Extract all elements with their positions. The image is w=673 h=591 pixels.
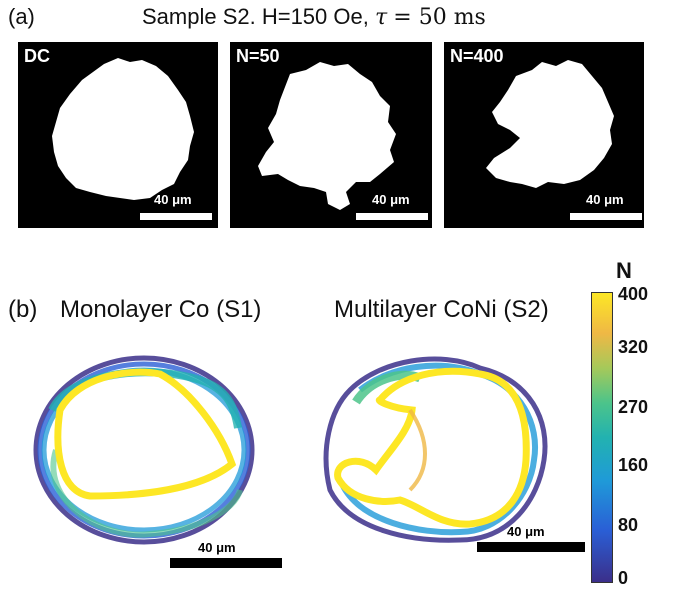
colorbar-tick-400: 400 — [618, 284, 649, 304]
ml-contour-outer — [323, 356, 548, 543]
contour-yellow — [54, 368, 237, 500]
monolayer-contour-plot — [33, 355, 255, 545]
ml-contour-blue — [339, 362, 538, 536]
title-suffix: = 50 ms — [393, 5, 486, 30]
title-prefix: Sample S2. H=150 Oe, — [142, 4, 369, 29]
colorbar-tick-320: 320 — [618, 337, 649, 357]
domain-shape-n50 — [258, 62, 396, 210]
title-tau: τ — [374, 5, 388, 30]
panel-tag-n400: N=400 — [450, 46, 504, 66]
multilayer-scale-label: 40 μm — [507, 524, 545, 539]
monolayer-title: Monolayer Co (S1) — [60, 296, 262, 323]
scale-label-n400: 40 μm — [586, 192, 624, 207]
monolayer-scale-bar — [170, 558, 282, 568]
multilayer-title: Multilayer CoNi (S2) — [334, 296, 549, 323]
colorbar-title: N — [616, 258, 632, 283]
domain-image-n50: N=50 40 μm — [230, 42, 432, 228]
panel-b-label: (b) — [8, 296, 38, 323]
colorbar-tick-0: 0 — [618, 568, 629, 588]
colorbar-tick-80: 80 — [618, 515, 639, 535]
scale-bar-n50 — [356, 213, 428, 220]
contour-outer — [33, 355, 255, 545]
multilayer-contour-plot — [323, 356, 548, 543]
monolayer-scale-label: 40 μm — [198, 540, 236, 555]
domain-image-dc: DC 40 μm — [18, 42, 218, 228]
scale-label-n50: 40 μm — [372, 192, 410, 207]
scale-bar-dc — [140, 213, 212, 220]
panel-a-title: Sample S2. H=150 Oe, τ = 50 ms — [142, 4, 486, 30]
domain-shape-dc — [52, 58, 194, 200]
scale-bar-n400 — [570, 213, 642, 220]
panel-a-label: (a) — [8, 4, 35, 29]
multilayer-scale-bar — [477, 542, 585, 552]
ml-contour-yellow — [334, 367, 530, 528]
colorbar-tick-270: 270 — [618, 397, 649, 417]
panel-tag-dc: DC — [24, 46, 50, 66]
domain-shape-n400 — [486, 60, 614, 188]
panel-tag-n50: N=50 — [236, 46, 280, 66]
ml-contour-orange — [408, 408, 427, 492]
contour-green — [50, 449, 243, 538]
colorbar-gradient — [591, 292, 613, 583]
colorbar-tick-160: 160 — [618, 455, 649, 475]
scale-label-dc: 40 μm — [154, 192, 192, 207]
domain-image-n400: N=400 40 μm — [444, 42, 644, 228]
